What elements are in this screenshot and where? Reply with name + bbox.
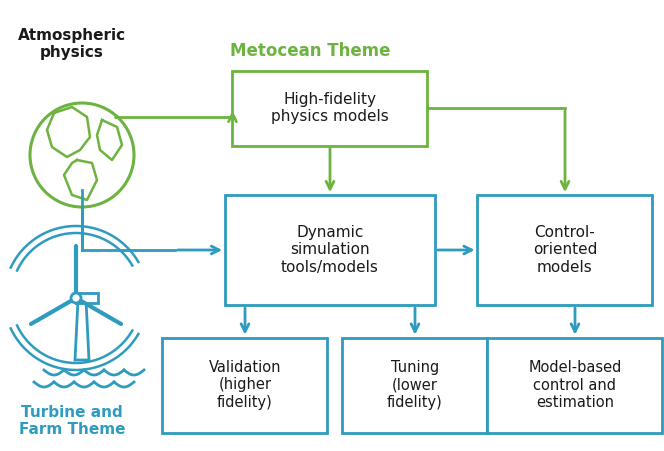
- FancyBboxPatch shape: [163, 337, 327, 433]
- FancyBboxPatch shape: [225, 195, 435, 305]
- Text: Validation
(higher
fidelity): Validation (higher fidelity): [208, 360, 282, 410]
- FancyBboxPatch shape: [76, 293, 98, 303]
- Text: Control-
oriented
models: Control- oriented models: [533, 225, 597, 275]
- Text: Turbine and
Farm Theme: Turbine and Farm Theme: [19, 405, 125, 437]
- Text: Dynamic
simulation
tools/models: Dynamic simulation tools/models: [281, 225, 379, 275]
- Text: Tuning
(lower
fidelity): Tuning (lower fidelity): [387, 360, 443, 410]
- FancyBboxPatch shape: [487, 337, 663, 433]
- Text: Model-based
control and
estimation: Model-based control and estimation: [529, 360, 622, 410]
- Text: High-fidelity
physics models: High-fidelity physics models: [271, 92, 389, 124]
- FancyBboxPatch shape: [232, 70, 428, 146]
- FancyBboxPatch shape: [477, 195, 653, 305]
- Text: Atmospheric
physics: Atmospheric physics: [18, 28, 126, 60]
- FancyBboxPatch shape: [343, 337, 487, 433]
- Circle shape: [30, 103, 134, 207]
- Circle shape: [71, 293, 81, 303]
- Text: Metocean Theme: Metocean Theme: [230, 42, 390, 60]
